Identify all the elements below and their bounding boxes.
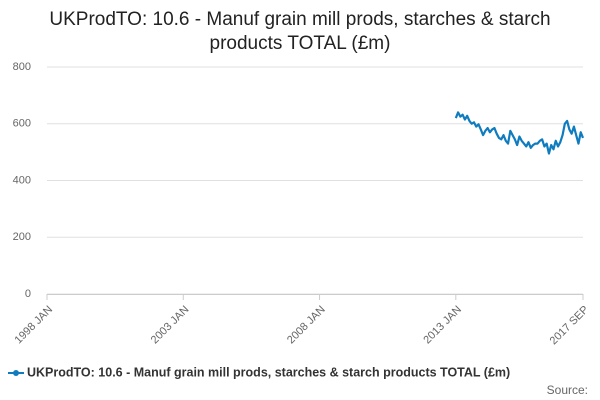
legend-label: UKProdTO: 10.6 - Manuf grain mill prods,… xyxy=(27,365,510,379)
chart-title: UKProdTO: 10.6 - Manuf grain mill prods,… xyxy=(49,9,551,54)
legend-marker xyxy=(13,370,19,376)
y-tick-label: 400 xyxy=(13,174,31,186)
y-tick-label: 200 xyxy=(13,231,31,243)
y-tick-label: 800 xyxy=(13,61,31,73)
data-line xyxy=(454,111,585,155)
x-tick-label: 2008 JAN xyxy=(285,304,328,347)
y-tick-label: 0 xyxy=(25,288,31,300)
x-tick-label: 2017 SEP xyxy=(548,304,592,348)
x-tick-label: 2003 JAN xyxy=(149,304,192,347)
y-tick-label: 600 xyxy=(13,118,31,130)
x-tick-label: 1998 JAN xyxy=(13,304,56,347)
x-tick-label: 2013 JAN xyxy=(421,304,464,347)
source-label: Source: xyxy=(547,383,588,397)
